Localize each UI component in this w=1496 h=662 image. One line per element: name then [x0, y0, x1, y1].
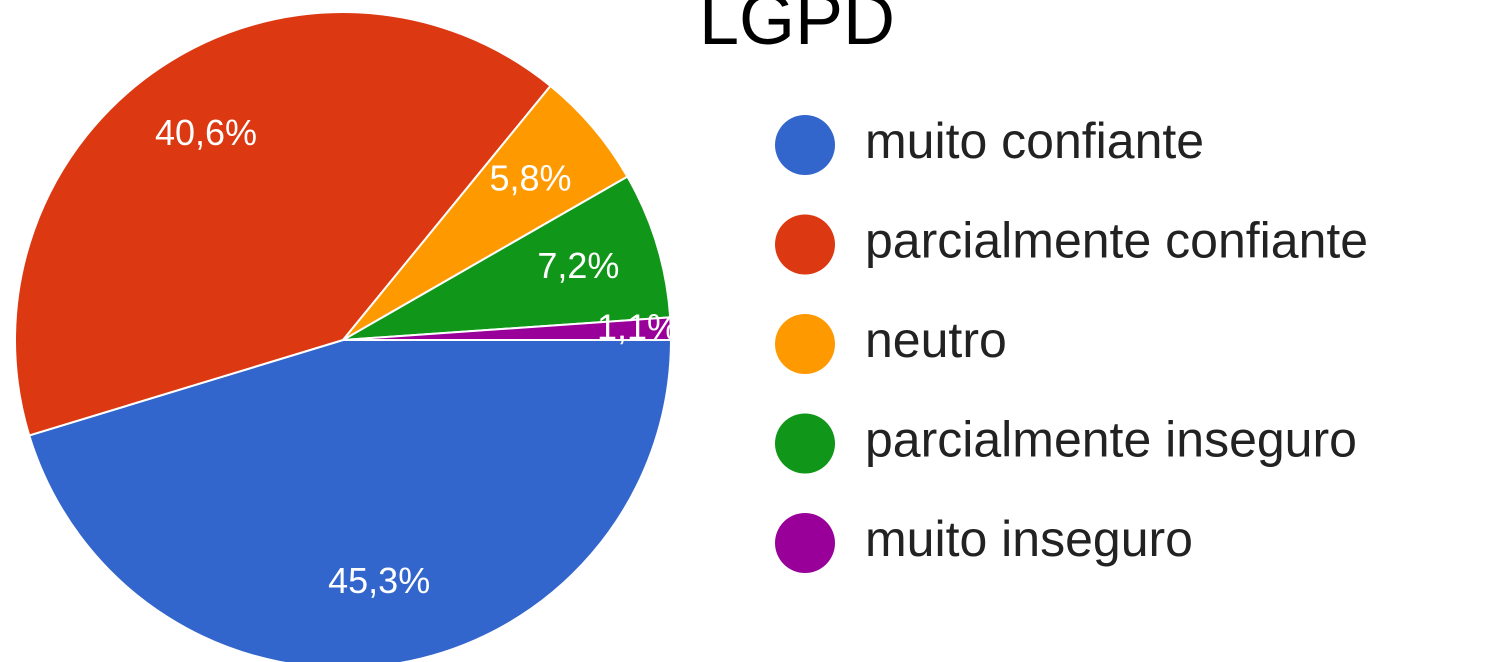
legend-swatch	[775, 413, 835, 474]
legend-label: muito inseguro	[865, 511, 1193, 567]
legend-label: muito confiante	[865, 113, 1204, 169]
legend-swatch	[775, 314, 835, 374]
legend-swatch	[775, 513, 835, 573]
pie-slice	[27, 339, 673, 662]
pie-slice	[342, 316, 673, 341]
legend-label: parcialmente inseguro	[865, 412, 1357, 468]
slice-label: 7,2%	[537, 245, 619, 286]
slice-label: 5,8%	[490, 157, 572, 198]
slice-label: 1,1%	[597, 306, 679, 347]
legend-label: parcialmente confiante	[865, 213, 1368, 269]
pie-slice	[14, 11, 552, 437]
legend-label: neutro	[865, 312, 1007, 368]
legend-swatch	[775, 214, 835, 275]
legend-swatch	[775, 115, 835, 175]
pie-slice	[342, 175, 672, 341]
chart-title: LGPD	[699, 0, 895, 60]
slice-label: 40,6%	[155, 112, 257, 153]
slice-label: 45,3%	[328, 560, 430, 601]
